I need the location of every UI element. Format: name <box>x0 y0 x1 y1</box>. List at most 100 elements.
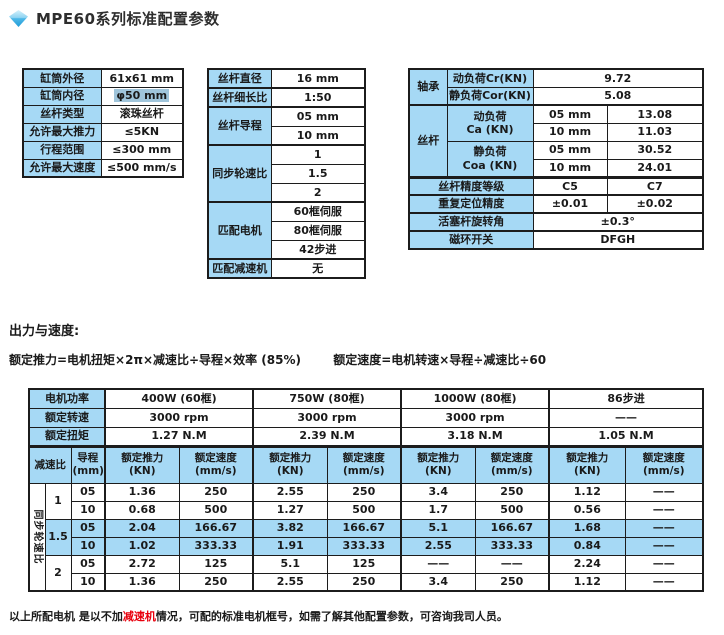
spec-value: 61x61 mm <box>100 68 184 88</box>
load-label-line1: 静负荷 <box>473 145 507 159</box>
rated-speed-value: 166.67 <box>326 518 402 538</box>
thrust-header-cell: 额定推力 (KN) <box>548 444 626 484</box>
spec-value: 1 <box>270 144 366 165</box>
spec-row: 丝杆细长比 1:50 <box>207 87 366 108</box>
rated-speed-value: —— <box>624 482 704 502</box>
lead-option: 05 mm <box>532 104 608 124</box>
rated-speed-value: —— <box>624 554 704 574</box>
spec-row: 允许最大速度 ≤500 mm/s <box>22 158 184 178</box>
lead-option: 05 mm <box>532 140 608 160</box>
rated-speed-value: 3000 rpm <box>103 407 254 428</box>
load-label-line2: Ca (KN) <box>466 123 514 137</box>
rated-thrust-value: 1.02 <box>104 536 180 556</box>
rated-speed-value: 125 <box>178 554 254 574</box>
repeatability-value: ±0.02 <box>606 194 704 214</box>
reduction-ratio-value: 2 <box>44 554 72 592</box>
spec-label: 丝杆类型 <box>22 104 102 124</box>
spec-value: 滚珠丝杆 <box>100 104 184 124</box>
performance-data-row: 10 1.36 250 2.55 250 3.4 250 1.12 —— <box>29 572 704 592</box>
thrust-header-line1: 额定推力 <box>417 452 460 465</box>
speed-header-cell: 额定速度 (mm/s) <box>178 444 254 484</box>
lead-value: 05 <box>70 518 106 538</box>
thrust-header-line1: 额定推力 <box>269 452 312 465</box>
rated-speed-value: 3000 rpm <box>400 407 550 428</box>
rated-speed-value: 166.67 <box>474 518 550 538</box>
rated-speed-value: 250 <box>326 572 402 592</box>
spec-row: 丝杆导程 05 mm <box>207 106 366 146</box>
rated-thrust-value: 2.55 <box>252 572 328 592</box>
spec-label: 匹配减速机 <box>207 258 272 279</box>
load-value: 11.03 <box>606 122 704 142</box>
spec-value: ≤300 mm <box>100 140 184 160</box>
spec-label: 允许最大速度 <box>22 158 102 178</box>
rated-speed-value: —— <box>624 500 704 520</box>
load-label-line1: 动负荷 <box>473 110 507 124</box>
load-row: 静负荷 Coa (KN) 05 mm 30.52 <box>409 140 704 178</box>
spec-value: 60框伺服 <box>270 201 366 222</box>
motor-power-label: 电机功率 <box>28 388 106 409</box>
spec-label: 行程范围 <box>22 140 102 160</box>
speed-header-line2: (mm/s) <box>491 465 533 477</box>
spec-row: 丝杆直径 16 mm <box>207 68 366 89</box>
rated-thrust-value: 1.36 <box>104 572 180 592</box>
footnote-post: 情况，可配的标准电机框号，如需了解其他配置参数，可咨询我司人员。 <box>155 610 508 623</box>
rated-speed-value: 500 <box>326 500 402 520</box>
rated-speed-value: —— <box>624 518 704 538</box>
load-value: 13.08 <box>606 104 704 124</box>
rated-speed-value: 333.33 <box>178 536 254 556</box>
rated-speed-value: —— <box>624 572 704 592</box>
rated-torque-label: 额定扭矩 <box>28 426 106 447</box>
rated-thrust-value: 1.91 <box>252 536 328 556</box>
load-rating-table: 轴承 动负荷Cr(KN) 9.72 静负荷Cor(KN) 5.08 丝杆 动负荷… <box>408 68 705 250</box>
rated-speed-value: 333.33 <box>474 536 550 556</box>
rated-speed-value: —— <box>548 407 704 428</box>
rated-thrust-value: 1.7 <box>400 500 476 520</box>
motor-power-value: 750W (80框) <box>252 388 402 409</box>
rated-speed-label: 额定转速 <box>28 407 106 428</box>
bearing-section-label: 轴承 <box>408 68 448 106</box>
load-label: 静负荷 Coa (KN) <box>446 140 534 178</box>
footnote-red-term: 减速机 <box>122 610 156 623</box>
accuracy-label: 丝杆精度等级 <box>408 175 534 196</box>
spec-value: 80框伺服 <box>270 220 366 241</box>
speed-header-line1: 额定速度 <box>194 452 237 465</box>
thrust-header-cell: 额定推力 (KN) <box>400 444 476 484</box>
accuracy-value: C5 <box>532 175 608 196</box>
performance-data-row: 10 1.02 333.33 1.91 333.33 2.55 333.33 0.84 —— <box>29 536 704 556</box>
page-title: MPE60系列标准配置参数 <box>36 10 220 28</box>
thrust-header-cell: 额定推力 (KN) <box>104 444 180 484</box>
load-label: 动负荷 Ca (KN) <box>446 104 534 142</box>
load-row: 丝杆 动负荷 Ca (KN) 05 mm 13.08 <box>408 104 704 178</box>
lead-header-line2: (mm) <box>72 465 104 477</box>
performance-data-row: 2 05 2.72 125 5.1 125 —— —— 2.24 —— <box>29 554 704 592</box>
load-row: 静负荷Cor(KN) 5.08 <box>409 86 704 106</box>
load-value: 5.08 <box>532 86 704 106</box>
spec-value: 05 mm <box>270 106 366 127</box>
reduction-ratio-value: 1 <box>44 482 72 520</box>
magnet-switch-value: DFGH <box>532 230 704 250</box>
spec-row: 允许最大推力 ≤5KN <box>22 122 184 142</box>
spec-label: 丝杆细长比 <box>207 87 272 108</box>
speed-header-cell: 额定速度 (mm/s) <box>326 444 402 484</box>
repeatability-value: ±0.01 <box>532 194 608 214</box>
screw-spec-table: 丝杆直径 16 mm 丝杆细长比 1:50 丝杆导程 05 mm 10 mm 同… <box>207 68 366 279</box>
speed-header-line2: (mm/s) <box>643 465 685 477</box>
column-header-row: 减速比 导程 (mm) 额定推力 (KN) 额定速度 (mm/s) 额定推力 (… <box>28 444 704 484</box>
load-row: 轴承 动负荷Cr(KN) 9.72 <box>408 68 704 106</box>
spec-label: 允许最大推力 <box>22 122 102 142</box>
lead-value: 10 <box>70 572 106 592</box>
rated-thrust-value: —— <box>400 554 476 574</box>
rated-thrust-value: 2.72 <box>104 554 180 574</box>
motor-power-value: 86步进 <box>548 388 704 409</box>
motor-power-row: 电机功率 400W (60框) 750W (80框) 1000W (80框) 8… <box>28 388 704 409</box>
load-row: 10 mm 24.01 <box>409 158 704 178</box>
rated-speed-value: 125 <box>326 554 402 574</box>
motor-power-value: 400W (60框) <box>103 388 254 409</box>
rated-torque-value: 1.05 N.M <box>548 426 704 447</box>
rated-torque-value: 2.39 N.M <box>252 426 402 447</box>
spec-row: 缸筒内径 φ50 mm <box>22 86 184 106</box>
diamond-icon <box>9 10 28 27</box>
reduction-ratio-value: 1.5 <box>44 518 72 556</box>
performance-data-row: 同步轮速比 1 05 1.36 250 2.55 250 3.4 250 1.12 —— <box>28 482 704 592</box>
rated-thrust-value: 1.68 <box>548 518 626 538</box>
